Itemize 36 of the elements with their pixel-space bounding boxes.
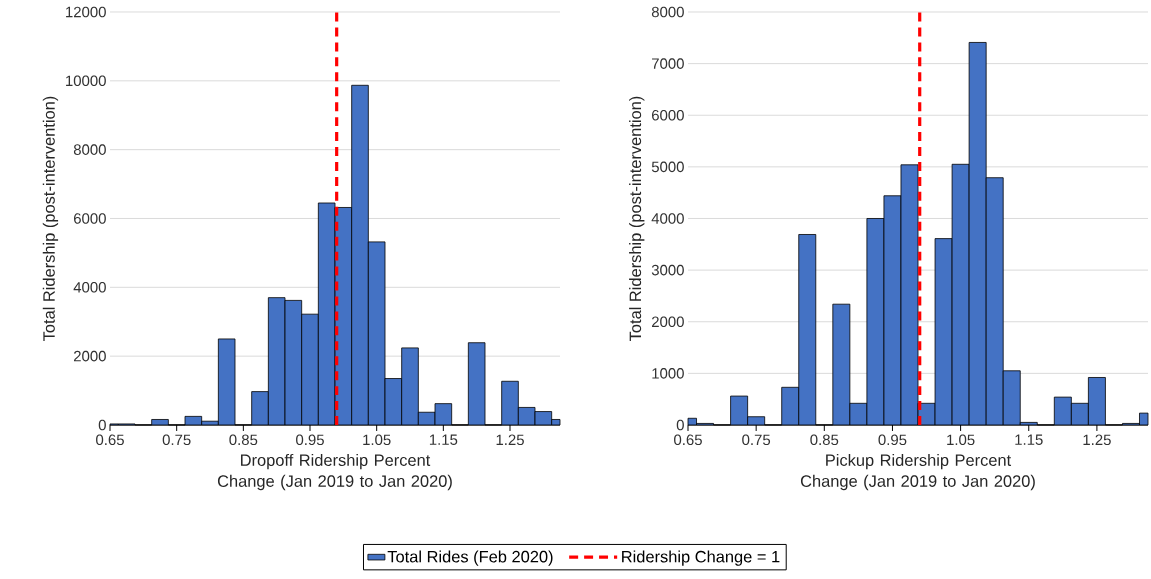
x-tick-label: 1.25 [1083,434,1111,446]
y-tick-label: 6000 [652,109,684,121]
x-tick-label: 0.95 [296,434,324,446]
y-tick-label: 8000 [651,6,684,18]
y-tick-label: 0 [98,419,106,431]
x-tick-label: 1.15 [429,434,458,445]
y-tick-label: 3000 [651,264,684,276]
y-tick-label: 12000 [66,6,106,18]
x-axis-title: Dropoff Ridership Percent Change (Jan 2019 to Jan 2020) [217,453,452,491]
x-tick-label: 0.95 [878,434,907,446]
x-tick-label: 1.05 [363,434,391,446]
y-axis-title: Total Ridership (post-intervention) [629,96,645,341]
y-tick-label: 0 [676,419,684,431]
legend-label: Ridership Change = 1 [622,550,780,566]
x-tick-label: 1.05 [947,434,975,446]
y-tick-label: 6000 [74,213,106,224]
x-tick-label: 1.25 [496,434,524,446]
x-tick-label: 0.85 [229,434,258,446]
y-tick-label: 4000 [73,282,106,293]
x-tick-label: 0.65 [674,434,702,446]
y-tick-label: 4000 [651,213,684,224]
y-tick-label: 1000 [652,368,684,379]
y-tick-label: 2000 [652,316,684,328]
legend-label: Total Rides (Feb 2020) [387,550,553,566]
y-tick-label: 5000 [651,161,684,173]
x-tick-label: 0.85 [810,434,839,446]
y-axis-title: Total Ridership (post-intervention) [42,96,59,341]
y-tick-label: 10000 [66,75,106,87]
y-tick-label: 7000 [652,58,684,69]
y-tick-label: 2000 [74,350,106,362]
y-tick-label: 8000 [73,144,106,155]
x-axis-title: Pickup Ridership Percent Change (Jan 2019 to Jan 2020) [800,453,1035,491]
x-tick-label: 1.15 [1015,434,1043,445]
x-tick-label: 0.75 [742,434,771,446]
x-tick-label: 0.65 [96,434,124,446]
x-tick-label: 0.75 [162,434,191,446]
